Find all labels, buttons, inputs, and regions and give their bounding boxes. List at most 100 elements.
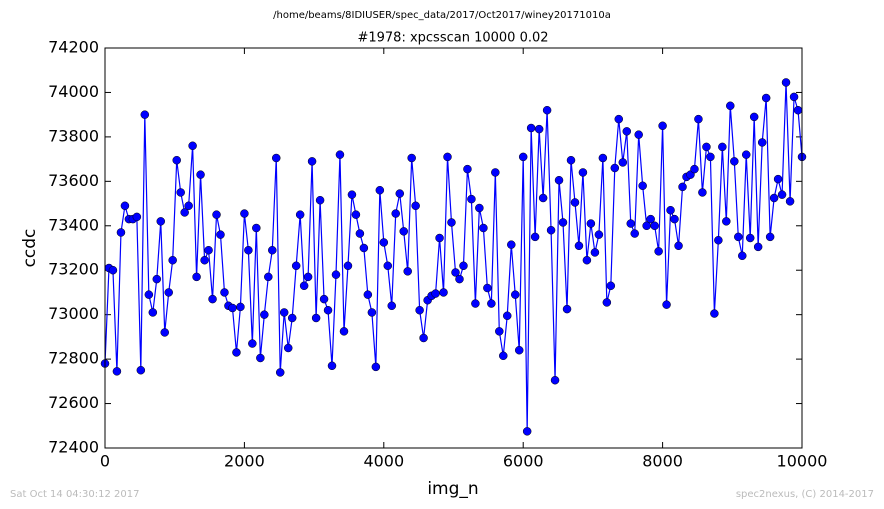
point [793,105,803,115]
point [240,209,249,218]
point [160,328,169,337]
point [570,198,580,207]
point [140,110,150,119]
point [331,270,341,279]
point [323,305,333,315]
point [534,124,544,134]
point [634,130,643,139]
point [650,221,659,231]
point [769,193,779,203]
point [180,208,189,217]
point [136,365,146,375]
x-tick-label: 0 [100,452,110,471]
point [335,150,345,159]
point [212,210,221,219]
point [785,197,795,206]
point [116,228,126,237]
point [144,290,154,299]
point [582,255,592,265]
point [439,288,448,297]
point [578,168,588,177]
point [590,248,600,257]
point [666,205,675,215]
point [542,105,552,115]
point [375,185,385,195]
y-tick-label: 73600 [48,171,99,190]
point [706,152,715,162]
point [208,294,217,304]
point [367,308,377,317]
point [475,203,484,213]
point [339,327,349,336]
point [507,240,516,249]
point [347,190,357,199]
point [491,168,500,177]
point [610,163,620,173]
point [594,230,604,239]
point [566,155,576,165]
point [702,142,711,152]
point [319,294,329,304]
y-tick-label: 73200 [48,260,99,279]
point [108,265,118,275]
point [714,235,723,245]
point [387,301,396,311]
point [272,153,281,163]
point [602,298,612,307]
point [459,261,468,271]
point [252,223,261,233]
point [216,230,225,239]
point [550,375,560,385]
point [678,182,687,192]
x-tick-label: 6000 [503,452,544,471]
point [391,209,400,218]
point [483,283,492,293]
point [395,189,405,198]
point [268,245,277,255]
point [303,272,313,282]
point [499,351,508,361]
point [690,164,699,174]
point [487,299,496,308]
point [184,201,193,211]
point [518,152,528,162]
suptitle: /home/beams/8IDIUSER/spec_data/2017/Oct2… [273,10,611,21]
plot-frame [104,47,803,449]
point [757,138,767,147]
point [351,210,361,219]
point [722,217,731,226]
point [674,241,683,251]
point [283,343,293,353]
point [327,361,337,371]
point [630,229,639,238]
point [749,112,759,122]
point [232,348,241,357]
point [363,290,373,299]
y-tick-label: 74200 [48,38,99,57]
point [718,142,727,152]
point [606,281,616,291]
x-tick-label: 4000 [363,452,404,471]
point [407,153,416,163]
point [204,245,213,255]
point [522,427,532,436]
point [415,305,424,315]
point [511,290,520,299]
point [112,367,122,376]
point [431,289,440,298]
point [738,251,747,261]
point [200,255,209,265]
point [383,261,393,271]
chart-title: #1978: xpcsscan 10000 0.02 [357,31,548,46]
point [694,114,703,124]
point [256,353,265,363]
point [244,245,253,255]
point [455,274,464,284]
point [307,157,317,166]
point [188,141,197,151]
point [168,255,177,265]
point [299,281,309,291]
point [622,127,632,136]
point [164,288,173,297]
point [495,327,504,336]
